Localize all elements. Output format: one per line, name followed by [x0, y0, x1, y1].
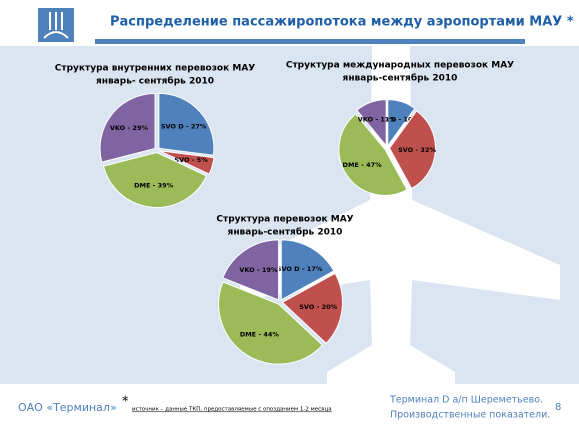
page-number: 8: [555, 402, 561, 413]
pie-slice: [99, 92, 156, 163]
pie-slice: [388, 110, 436, 190]
chart-title: январь- сентябрь 2010: [96, 76, 214, 87]
chart-title: Структура международных перевозок МАУ: [286, 61, 514, 71]
chart-title: Структура внутренних перевозок МАУ: [55, 64, 256, 74]
footer-right-line: Терминал D а/п Шереметьево.: [389, 395, 543, 406]
pie-slice: [281, 272, 343, 345]
source-note: источник – данные ТКП, предоставляемые с…: [132, 407, 332, 413]
data-label: VKO - 11%: [358, 116, 397, 124]
pie-slice: [102, 151, 208, 208]
chart-title: январь-сентябрь 2010: [343, 73, 458, 84]
data-label: VKO - 29%: [110, 124, 149, 132]
pie-slice: [356, 99, 387, 148]
data-label: VKO - 19%: [239, 266, 278, 274]
pie-slice: [159, 150, 215, 175]
data-label: SVO - 32%: [398, 146, 436, 154]
chart-title: январь-сентябрь 2010: [228, 227, 343, 238]
slide-title: Распределение пассажиропотока между аэро…: [110, 15, 574, 30]
pie-slice: [222, 239, 280, 301]
company: ОАО «Терминал»: [18, 401, 117, 414]
data-label: SVO D - 10%: [374, 115, 420, 123]
pie-slice: [218, 281, 324, 365]
data-label: DME - 44%: [240, 331, 280, 339]
pie-slice: [158, 92, 215, 156]
data-label: SVO D - 27%: [161, 123, 207, 131]
pie-slice: [338, 113, 408, 196]
airplane-silhouette: [240, 46, 560, 384]
pie-slice: [387, 99, 416, 148]
footer-right-line: Производственные показатели.: [390, 410, 550, 421]
data-label: SVO D - 17%: [277, 265, 323, 273]
data-label: DME - 47%: [343, 161, 383, 169]
data-label: SVO - 20%: [299, 303, 337, 311]
data-label: DME - 39%: [134, 181, 174, 189]
data-label: SVO - 5%: [174, 156, 208, 164]
asterisk: *: [122, 395, 129, 410]
chart-title: Структура перевозок МАУ: [216, 215, 353, 225]
header-rule: [95, 39, 525, 44]
pie-slice: [280, 239, 335, 301]
logo: [38, 8, 74, 42]
